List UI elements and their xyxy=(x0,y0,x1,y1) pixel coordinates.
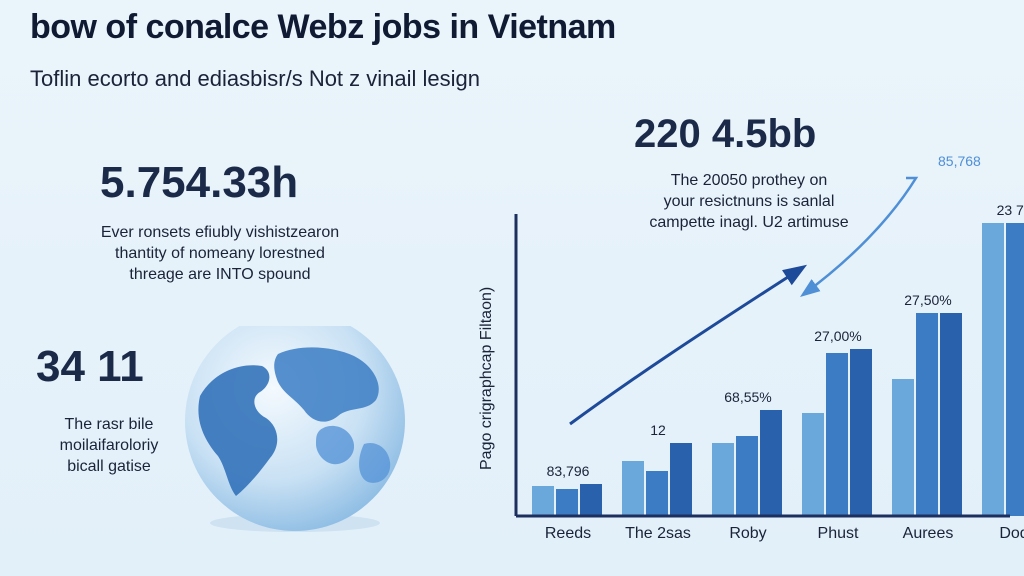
trend-arrow xyxy=(569,264,808,426)
bar xyxy=(1006,223,1024,516)
x-tick-label: Aurees xyxy=(903,525,954,542)
x-tick-label: Reeds xyxy=(545,525,591,542)
data-label: 83,796 xyxy=(547,463,590,479)
bar xyxy=(850,349,872,516)
bar xyxy=(760,410,782,516)
bar xyxy=(736,436,758,516)
page-title: bow of conalce Webz jobs in Vietnam xyxy=(30,8,616,46)
data-label: 23 704 xyxy=(997,202,1024,218)
data-label: 27,50% xyxy=(904,292,951,308)
arrow-label: 85,768 xyxy=(938,153,981,169)
trend-arrow-secondary xyxy=(799,176,919,297)
description-line: The rasr bile xyxy=(64,416,154,433)
headline-stat: 5.754.33h xyxy=(100,158,299,207)
data-label: 68,55% xyxy=(724,389,771,405)
description-line: thantity of nomeany lorestned xyxy=(115,245,325,262)
bar xyxy=(802,413,824,516)
note-line: campette inagl. U2 artimuse xyxy=(649,214,849,231)
headline-stat-description: Ever ronsets efiubly vishistzearon thant… xyxy=(60,222,380,285)
bar xyxy=(622,461,644,516)
bar-chart: 85,768 83,796 Reeds 12 The 2sas 68,55% Roby 27,… xyxy=(514,153,1024,542)
bar xyxy=(670,443,692,516)
bar xyxy=(556,489,578,516)
secondary-stat-description: The rasr bile moilaifaroloriy bicall gat… xyxy=(34,414,184,477)
bar xyxy=(982,223,1004,516)
globe-icon xyxy=(185,311,405,532)
x-tick-label: The 2sas xyxy=(625,525,691,542)
bar xyxy=(532,486,554,516)
bar xyxy=(892,379,914,516)
x-tick-label: Dods xyxy=(999,525,1024,542)
chart-headline: 220 4.5bb xyxy=(634,112,817,156)
description-line: moilaifaroloriy xyxy=(59,437,159,454)
bar xyxy=(646,471,668,516)
data-label: 12 xyxy=(650,422,666,438)
bar xyxy=(580,484,602,516)
description-line: Ever ronsets efiubly vishistzearon xyxy=(100,224,340,241)
bar xyxy=(916,313,938,516)
page-subtitle: Toflin ecorto and ediasbisr/s Not z vina… xyxy=(30,66,481,91)
description-line: threage are INTO spound xyxy=(129,266,311,283)
secondary-stat: 34 11 xyxy=(36,342,144,391)
x-tick-label: Phust xyxy=(818,525,859,542)
note-line: The 20050 prothey on xyxy=(670,172,828,189)
data-label: 27,00% xyxy=(814,328,861,344)
bar xyxy=(712,443,734,516)
bar xyxy=(826,353,848,516)
bar xyxy=(940,313,962,516)
x-tick-label: Roby xyxy=(729,525,766,542)
note-line: your resictnuns is sanlal xyxy=(663,193,835,210)
globe-illustration xyxy=(170,311,420,536)
description-line: bicall gatise xyxy=(67,458,151,475)
chart-note: The 20050 prothey on your resictnuns is … xyxy=(624,170,874,233)
